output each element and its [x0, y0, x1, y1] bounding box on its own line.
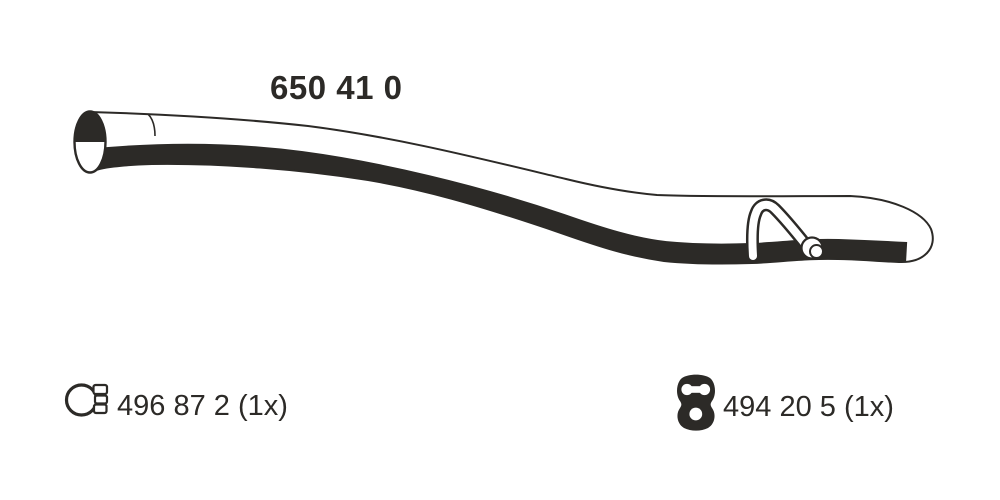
- part-number-title: 650 41 0: [270, 69, 403, 106]
- pipe-clamp-icon: [64, 383, 109, 417]
- part-row-hanger: 494 20 5 (1x): [672, 368, 932, 434]
- pipe-hanger-pin: [745, 198, 824, 263]
- part-row-clamp: 496 87 2 (1x): [60, 370, 320, 430]
- inlet-seam-line: [147, 113, 156, 137]
- rubber-hanger-icon: [677, 374, 715, 431]
- pipe-inlet-opening: [73, 110, 107, 174]
- part-label-clamp: 496 87 2 (1x): [117, 390, 288, 422]
- part-label-hanger: 494 20 5 (1x): [723, 391, 894, 423]
